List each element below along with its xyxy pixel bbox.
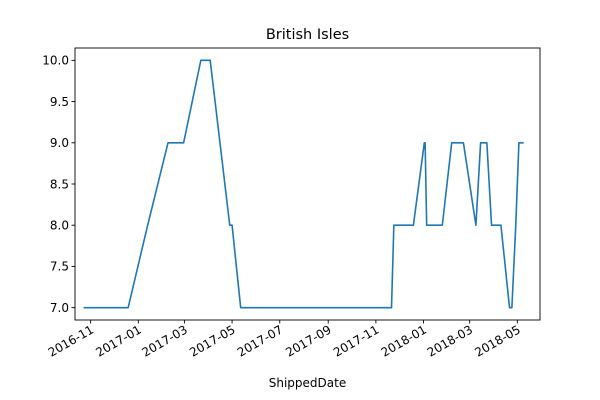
y-tick-label: 7.5 [50,260,69,274]
y-tick-label: 7.0 [50,301,69,315]
y-tick-label: 10.0 [42,54,69,68]
y-tick-label: 9.0 [50,136,69,150]
y-tick-label: 8.0 [50,219,69,233]
x-axis-label: ShippedDate [269,376,346,390]
chart-title: British Isles [266,27,349,43]
y-tick-label: 8.5 [50,177,69,191]
y-tick-label: 9.5 [50,95,69,109]
